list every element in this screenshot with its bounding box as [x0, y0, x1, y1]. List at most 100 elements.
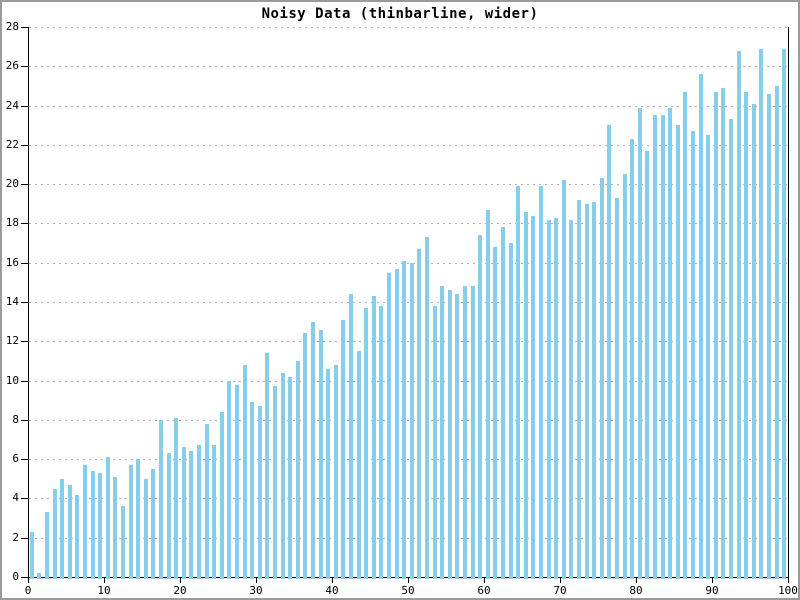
- y-tick: [21, 381, 28, 382]
- bar: [166, 453, 171, 579]
- bar: [174, 417, 179, 579]
- bar: [235, 384, 239, 579]
- bar: [288, 376, 293, 579]
- y-tick: [21, 263, 28, 264]
- bar: [546, 219, 551, 579]
- bar: [615, 197, 619, 579]
- x-tick-label: 50: [401, 584, 415, 597]
- bar: [713, 91, 718, 579]
- x-axis-line: [28, 577, 789, 578]
- bar: [607, 125, 612, 579]
- x-tick: [256, 578, 257, 583]
- bar: [181, 447, 186, 579]
- y-tick: [21, 577, 28, 578]
- bar: [67, 484, 72, 579]
- bar: [113, 476, 118, 579]
- y-tick-label: 24: [5, 99, 19, 112]
- y-gridline: [29, 420, 788, 421]
- bar: [333, 364, 338, 579]
- bar: [683, 91, 688, 579]
- bar: [736, 50, 741, 579]
- y-tick: [21, 27, 28, 28]
- bar: [653, 115, 657, 579]
- bar: [531, 215, 536, 579]
- y-gridline: [29, 459, 788, 460]
- x-tick: [104, 578, 105, 583]
- x-tick-label: 80: [629, 584, 643, 597]
- y-gridline: [29, 341, 788, 342]
- bar: [767, 93, 771, 579]
- y-tick: [21, 420, 28, 421]
- x-tick-label: 0: [24, 584, 32, 597]
- y-gridline: [29, 498, 788, 499]
- bar: [493, 247, 498, 579]
- bar: [637, 107, 642, 579]
- y-tick-label: 16: [5, 256, 19, 269]
- bar: [698, 74, 703, 579]
- bar: [128, 465, 133, 579]
- y-tick-label: 18: [5, 216, 19, 229]
- bar: [539, 186, 543, 579]
- bar: [447, 290, 452, 579]
- bar: [721, 87, 726, 579]
- y-tick-label: 22: [5, 138, 19, 151]
- x-tick: [788, 578, 789, 583]
- y-gridline: [29, 66, 788, 67]
- bar: [303, 333, 308, 579]
- bar: [364, 307, 369, 579]
- y-tick-label: 20: [5, 177, 19, 190]
- bar: [341, 319, 346, 579]
- y-tick-label: 26: [5, 59, 19, 72]
- y-tick-label: 0: [12, 570, 19, 583]
- bar: [729, 119, 733, 579]
- bar: [417, 248, 422, 579]
- bar: [29, 531, 34, 579]
- bar: [273, 386, 277, 579]
- y-tick-label: 14: [5, 295, 19, 308]
- bar: [455, 294, 460, 579]
- bar: [432, 305, 437, 579]
- y-gridline: [29, 106, 788, 107]
- y-gridline: [29, 263, 788, 264]
- bar: [280, 372, 285, 579]
- x-tick-label: 60: [477, 584, 491, 597]
- chart-title: Noisy Data (thinbarline, wider): [261, 6, 539, 22]
- y-gridline: [29, 538, 788, 539]
- bar: [485, 209, 490, 579]
- y-tick: [21, 538, 28, 539]
- bar: [508, 243, 513, 579]
- bar: [409, 262, 414, 579]
- bar: [326, 368, 331, 579]
- bar: [143, 478, 148, 579]
- y-axis-line: [28, 27, 29, 579]
- bar: [691, 131, 695, 579]
- bar: [75, 494, 80, 579]
- bar: [569, 219, 574, 579]
- bar: [159, 419, 163, 579]
- bar: [90, 470, 95, 579]
- bar: [523, 211, 528, 579]
- bar: [706, 135, 711, 579]
- bar: [349, 294, 353, 579]
- x-tick-label: 30: [249, 584, 263, 597]
- bar: [577, 199, 581, 579]
- y-tick: [21, 106, 28, 107]
- bar: [379, 305, 384, 579]
- bar: [470, 286, 475, 579]
- x-tick: [484, 578, 485, 583]
- y-tick: [21, 498, 28, 499]
- x-tick-label: 10: [97, 584, 111, 597]
- x-tick-label: 40: [325, 584, 339, 597]
- y-tick-label: 12: [5, 334, 19, 347]
- y-gridline: [29, 302, 788, 303]
- bar: [265, 353, 270, 579]
- bar: [60, 478, 65, 579]
- y-tick: [21, 459, 28, 460]
- y-gridline: [29, 184, 788, 185]
- y-tick: [21, 223, 28, 224]
- bar: [83, 465, 87, 579]
- bar: [52, 488, 57, 579]
- x-tick: [332, 578, 333, 583]
